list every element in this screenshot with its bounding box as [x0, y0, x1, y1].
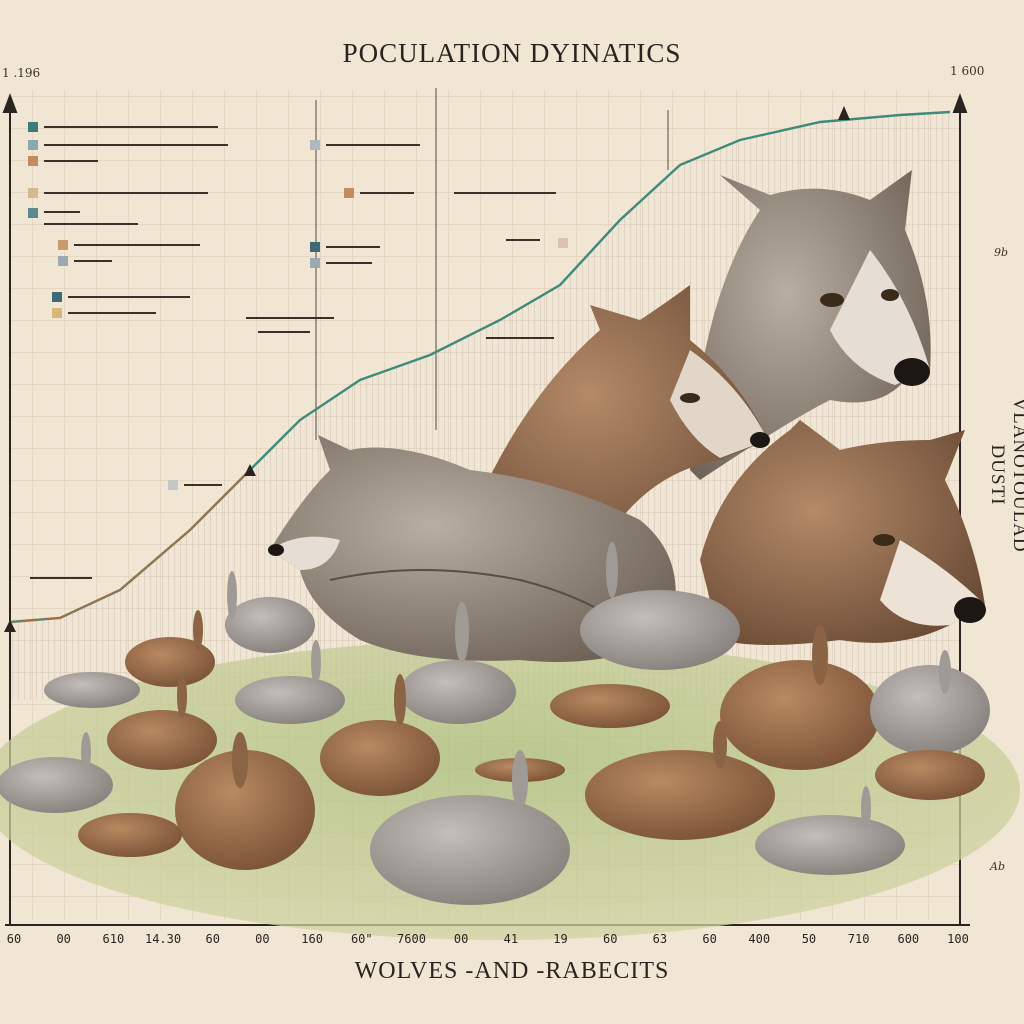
chart-title: POCULATION DYINATICS	[342, 38, 682, 68]
x-tick-label: 160	[301, 932, 323, 946]
chart-subtitle: WOLVES -AND -RABECITS	[354, 958, 670, 984]
x-tick-label: 19	[553, 932, 568, 946]
rabbit	[585, 721, 775, 840]
x-tick-label: 63	[652, 932, 668, 946]
rabbit	[400, 602, 516, 724]
rabbit	[175, 732, 315, 870]
curve-markers	[4, 106, 850, 632]
rabbit	[78, 813, 182, 857]
x-tick-label: 7600	[397, 932, 426, 946]
x-tick-label: 50	[801, 932, 817, 946]
rabbit	[370, 750, 570, 905]
x-tick-label: 610	[102, 932, 125, 946]
x-tick-label: 14.30	[144, 932, 182, 946]
rabbit	[320, 674, 440, 796]
rabbit	[44, 672, 140, 708]
x-tick-label: 00	[255, 932, 270, 946]
x-tick-label: 60"	[350, 932, 373, 946]
rabbit	[720, 625, 880, 770]
rabbit	[870, 650, 990, 755]
x-tick-label: 60	[702, 932, 717, 946]
right-tick-upper: 9b	[994, 246, 1009, 259]
x-tick-label: 60	[6, 932, 22, 946]
x-tick-label: 60	[602, 932, 618, 946]
rabbit	[875, 750, 985, 800]
rabbit	[225, 571, 315, 653]
x-tick-label: 400	[748, 932, 771, 946]
right-tick-lower: Ab	[990, 860, 1005, 873]
vertical-axis-label: VLANOTOULAD DUSTI	[987, 397, 1024, 553]
x-tick-label: 710	[847, 932, 870, 946]
legend-scribbles	[30, 126, 556, 579]
wolf-right-front	[700, 420, 986, 645]
early-curve	[9, 469, 251, 623]
x-tick-label: 100	[947, 932, 969, 946]
legend-blocks	[28, 122, 568, 490]
rabbit	[0, 732, 113, 813]
x-tick-label: 00	[56, 932, 71, 946]
x-tick-label: 60	[205, 932, 220, 946]
rabbit	[755, 786, 905, 875]
x-tick-label: 600	[897, 932, 920, 946]
rabbit	[125, 610, 215, 687]
rabbit	[580, 542, 740, 670]
x-tick-label: 00	[453, 932, 469, 946]
rabbit	[550, 684, 670, 728]
top-left-label: 1 .196	[2, 66, 41, 80]
x-tick-label: 41	[503, 932, 519, 946]
rabbit	[235, 640, 345, 724]
wolf-large-back	[690, 170, 931, 480]
top-right-label: 1 600	[950, 64, 985, 78]
rabbit	[107, 674, 217, 770]
